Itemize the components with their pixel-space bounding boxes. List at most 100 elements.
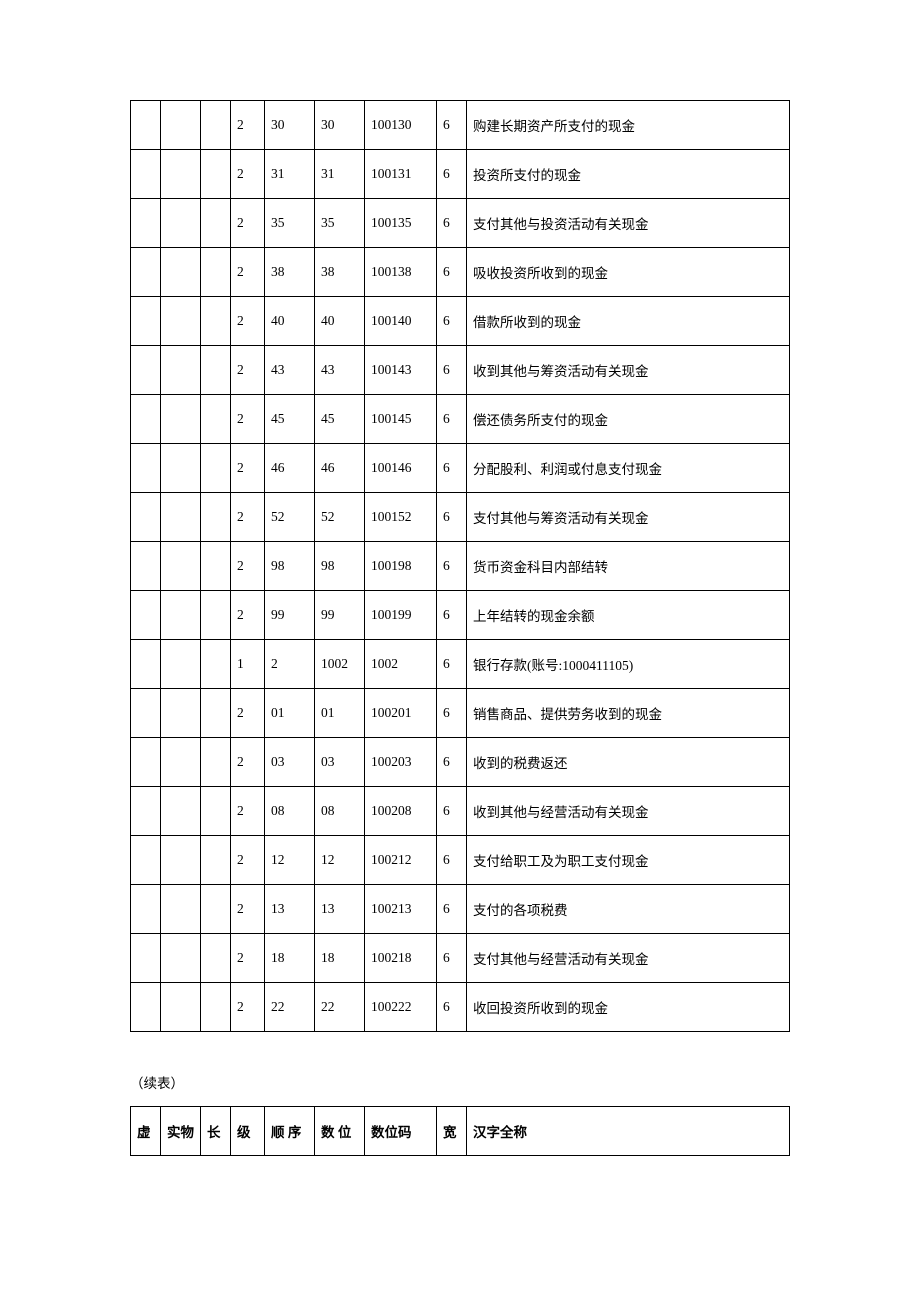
table-cell: 13 (265, 885, 315, 934)
table-cell: 100145 (365, 395, 437, 444)
table-row: 201011002016销售商品、提供劳务收到的现金 (131, 689, 790, 738)
header-kuan: 宽 (437, 1107, 467, 1156)
table-cell: 38 (265, 248, 315, 297)
table-cell: 支付其他与投资活动有关现金 (467, 199, 790, 248)
table-cell: 100208 (365, 787, 437, 836)
table-cell: 12 (315, 836, 365, 885)
table-cell: 吸收投资所收到的现金 (467, 248, 790, 297)
table-cell: 2 (231, 297, 265, 346)
table-cell: 6 (437, 493, 467, 542)
table-cell (131, 395, 161, 444)
accounts-table-2: 虚 实物 长 级 顺 序 数 位 数位码 宽 汉字全称 (130, 1106, 790, 1156)
table-cell: 6 (437, 346, 467, 395)
table-cell: 收到的税费返还 (467, 738, 790, 787)
table-cell: 52 (265, 493, 315, 542)
table-cell: 01 (315, 689, 365, 738)
table-row: 231311001316投资所支付的现金 (131, 150, 790, 199)
header-chang: 长 (201, 1107, 231, 1156)
table-cell: 2 (231, 983, 265, 1032)
table-cell (131, 934, 161, 983)
table-cell: 30 (265, 101, 315, 150)
table-cell: 2 (265, 640, 315, 689)
table-cell: 35 (315, 199, 365, 248)
table-cell (161, 787, 201, 836)
table-cell (201, 101, 231, 150)
table-cell: 6 (437, 395, 467, 444)
table-cell (161, 395, 201, 444)
table-cell: 6 (437, 444, 467, 493)
table-cell (161, 983, 201, 1032)
table-cell: 销售商品、提供劳务收到的现金 (467, 689, 790, 738)
table-row: 240401001406借款所收到的现金 (131, 297, 790, 346)
table-cell (161, 150, 201, 199)
table-cell: 6 (437, 199, 467, 248)
header-shuwei: 数 位 (315, 1107, 365, 1156)
table-cell (161, 591, 201, 640)
table-row: 246461001466分配股利、利润或付息支付现金 (131, 444, 790, 493)
table-cell (201, 444, 231, 493)
table-cell: 借款所收到的现金 (467, 297, 790, 346)
table-cell: 2 (231, 150, 265, 199)
table-row: 299991001996上年结转的现金余额 (131, 591, 790, 640)
table-cell: 46 (315, 444, 365, 493)
table-cell: 银行存款(账号:1000411105) (467, 640, 790, 689)
table-cell (201, 836, 231, 885)
table-cell: 100143 (365, 346, 437, 395)
table-row: 218181002186支付其他与经营活动有关现金 (131, 934, 790, 983)
table-row: 208081002086收到其他与经营活动有关现金 (131, 787, 790, 836)
table-cell: 分配股利、利润或付息支付现金 (467, 444, 790, 493)
table-cell: 6 (437, 101, 467, 150)
table-cell: 46 (265, 444, 315, 493)
table-cell: 投资所支付的现金 (467, 150, 790, 199)
table-cell: 2 (231, 346, 265, 395)
table-cell (131, 836, 161, 885)
table-row: 235351001356支付其他与投资活动有关现金 (131, 199, 790, 248)
table-cell: 13 (315, 885, 365, 934)
table-cell: 08 (315, 787, 365, 836)
table-cell: 30 (315, 101, 365, 150)
table-cell: 03 (265, 738, 315, 787)
table-cell: 22 (315, 983, 365, 1032)
accounts-table-1: 230301001306购建长期资产所支付的现金231311001316投资所支… (130, 100, 790, 1032)
table-cell: 6 (437, 542, 467, 591)
header-shunxu: 顺 序 (265, 1107, 315, 1156)
table-cell: 2 (231, 444, 265, 493)
table-cell: 6 (437, 738, 467, 787)
table-cell (131, 444, 161, 493)
table-cell: 31 (315, 150, 365, 199)
table-cell: 100198 (365, 542, 437, 591)
table-cell: 98 (315, 542, 365, 591)
table-cell (131, 150, 161, 199)
table-cell: 2 (231, 199, 265, 248)
table-cell (161, 934, 201, 983)
table-cell (131, 983, 161, 1032)
table-cell (161, 199, 201, 248)
table-cell: 支付的各项税费 (467, 885, 790, 934)
table-cell (201, 787, 231, 836)
table-cell (161, 444, 201, 493)
table-row: 212121002126支付给职工及为职工支付现金 (131, 836, 790, 885)
header-shuweima: 数位码 (365, 1107, 437, 1156)
table-cell: 2 (231, 738, 265, 787)
table-cell (161, 689, 201, 738)
table-cell (131, 297, 161, 346)
table-row: 298981001986货币资金科目内部结转 (131, 542, 790, 591)
header-hanzi: 汉字全称 (467, 1107, 790, 1156)
table-cell: 收到其他与筹资活动有关现金 (467, 346, 790, 395)
table-cell: 支付其他与筹资活动有关现金 (467, 493, 790, 542)
table-cell: 6 (437, 836, 467, 885)
continuation-label: （续表） (130, 1072, 790, 1092)
table-cell (161, 297, 201, 346)
table-cell: 2 (231, 934, 265, 983)
table-cell (201, 983, 231, 1032)
table-row: 213131002136支付的各项税费 (131, 885, 790, 934)
table-cell (131, 787, 161, 836)
table-cell (131, 738, 161, 787)
table-cell: 35 (265, 199, 315, 248)
table-cell: 6 (437, 640, 467, 689)
table-cell: 40 (265, 297, 315, 346)
table-header-row: 虚 实物 长 级 顺 序 数 位 数位码 宽 汉字全称 (131, 1107, 790, 1156)
table-cell: 6 (437, 983, 467, 1032)
table-cell: 2 (231, 101, 265, 150)
table-cell: 100199 (365, 591, 437, 640)
